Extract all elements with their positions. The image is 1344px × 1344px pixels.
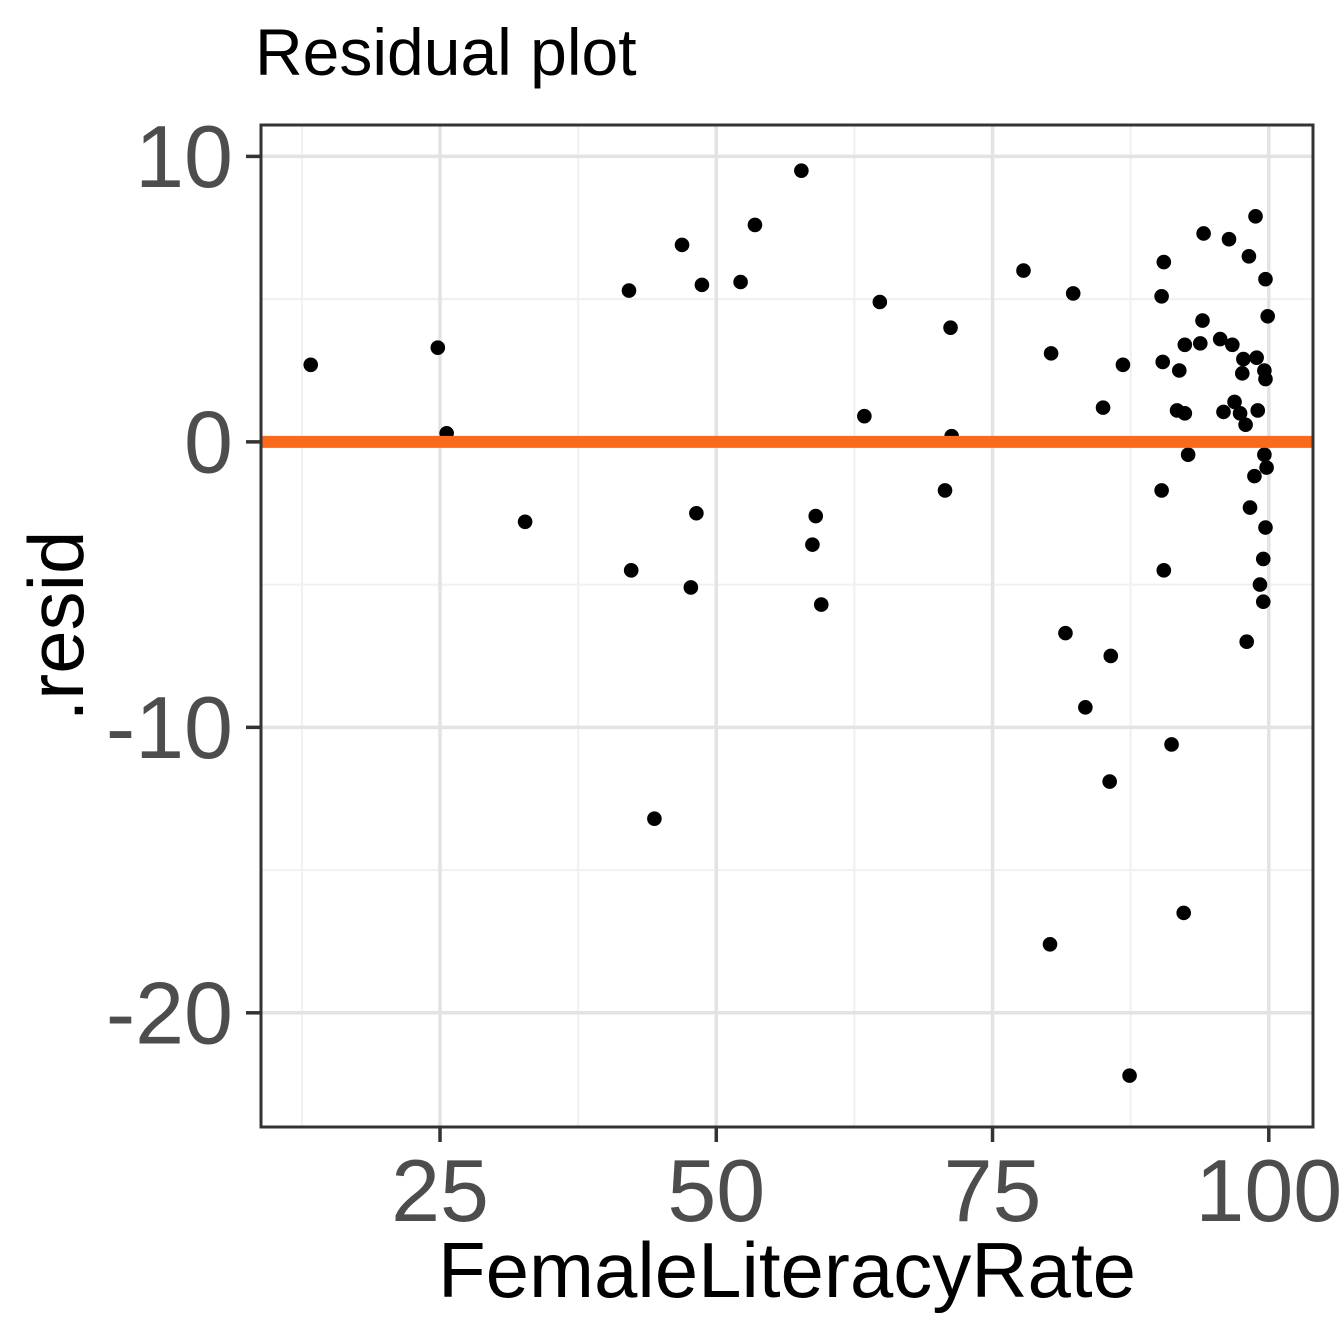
data-point — [857, 408, 872, 424]
y-tick-label: 10 — [135, 107, 233, 206]
data-point — [1177, 337, 1193, 353]
data-point — [1252, 577, 1268, 592]
data-point — [303, 357, 319, 373]
x-axis-tick-labels: 25 50 75 100 — [391, 1141, 1342, 1240]
data-point — [1102, 774, 1117, 789]
data-point — [1216, 404, 1231, 420]
data-point — [943, 320, 958, 335]
data-point — [733, 274, 748, 290]
x-tick-label: 25 — [391, 1141, 489, 1240]
data-point — [1154, 288, 1169, 304]
data-point — [1257, 447, 1272, 463]
data-point — [1260, 308, 1275, 324]
data-point — [808, 508, 824, 524]
data-points — [303, 163, 1275, 1083]
data-point — [1227, 394, 1242, 410]
data-point — [1058, 625, 1073, 641]
plot-title: Residual plot — [255, 15, 637, 89]
data-point — [1255, 594, 1271, 610]
data-point — [1242, 500, 1258, 515]
data-point — [1103, 648, 1119, 664]
data-point — [1259, 460, 1274, 475]
data-point — [1155, 354, 1171, 370]
data-point — [1234, 366, 1250, 381]
plot-panel — [261, 125, 1313, 1127]
data-point — [1196, 226, 1211, 241]
data-point — [623, 563, 639, 578]
y-axis-tick-marks — [246, 154, 261, 1015]
data-point — [1239, 634, 1254, 650]
data-point — [1122, 1068, 1137, 1083]
x-tick-label: 100 — [1195, 1141, 1342, 1240]
data-point — [805, 537, 820, 552]
data-point — [1258, 520, 1273, 535]
data-point — [430, 340, 446, 355]
x-axis-title: FemaleLiteracyRate — [438, 1226, 1136, 1314]
data-point — [1042, 936, 1058, 952]
data-point — [1115, 357, 1131, 373]
data-point — [694, 277, 710, 293]
data-point — [1247, 468, 1262, 484]
data-point — [1225, 337, 1240, 353]
data-point — [517, 514, 533, 530]
data-point — [1232, 406, 1248, 421]
y-tick-label: 0 — [184, 393, 233, 492]
data-point — [674, 237, 690, 253]
data-point — [1258, 371, 1273, 387]
data-point — [1177, 406, 1193, 421]
data-point — [1195, 313, 1210, 328]
data-point — [1176, 905, 1192, 921]
data-point — [937, 483, 953, 498]
data-point — [1221, 231, 1237, 247]
data-point — [1171, 363, 1187, 378]
data-point — [1250, 403, 1266, 418]
data-point — [1180, 447, 1196, 463]
data-point — [1095, 400, 1111, 415]
y-tick-label: -10 — [106, 678, 233, 777]
data-point — [1154, 483, 1169, 498]
data-point — [1212, 331, 1228, 347]
data-point — [813, 597, 829, 612]
data-point — [1192, 336, 1208, 351]
y-axis-title: .resid — [12, 531, 100, 722]
data-point — [1248, 209, 1263, 224]
data-point — [689, 505, 704, 521]
data-point — [1255, 551, 1271, 567]
data-point — [1065, 286, 1081, 301]
panel-border — [259, 123, 1315, 1129]
x-axis-tick-marks — [438, 1127, 1271, 1142]
y-tick-label: -20 — [106, 964, 233, 1063]
x-tick-label: 75 — [944, 1141, 1042, 1240]
data-point — [872, 294, 888, 310]
data-point — [1156, 563, 1172, 578]
data-point — [1258, 271, 1273, 287]
data-point — [1241, 249, 1257, 264]
data-point — [1078, 700, 1093, 715]
data-point — [683, 580, 699, 595]
data-point — [647, 811, 662, 826]
data-point — [1156, 254, 1172, 270]
data-point — [1164, 737, 1179, 752]
data-point — [1236, 351, 1251, 367]
grid-minor — [261, 125, 1313, 1127]
y-axis-tick-labels: 10 0 -10 -20 — [106, 107, 233, 1062]
data-point — [1249, 350, 1264, 365]
x-tick-label: 50 — [667, 1141, 765, 1240]
data-point — [1043, 346, 1059, 361]
data-point — [621, 283, 637, 298]
data-point — [1238, 417, 1253, 433]
data-point — [747, 217, 763, 233]
data-point — [794, 163, 809, 178]
data-point — [1016, 263, 1031, 278]
